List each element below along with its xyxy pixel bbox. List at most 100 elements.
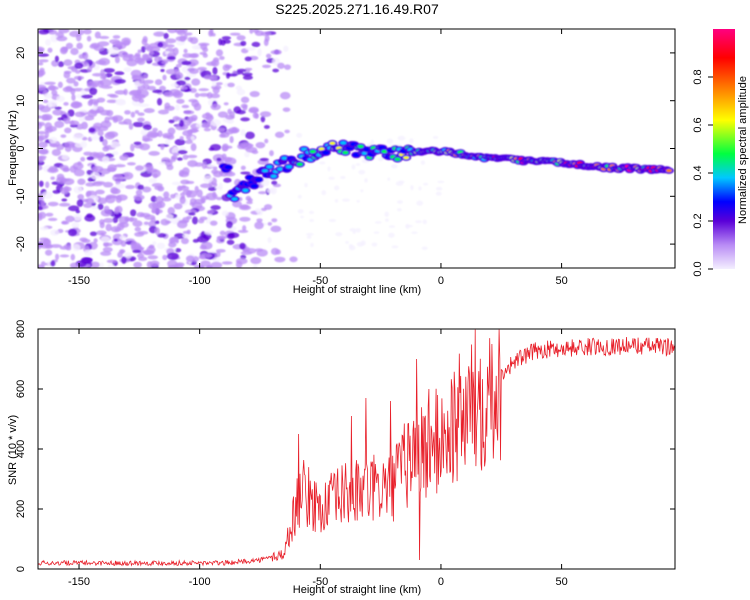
spectrogram-cell: [52, 189, 61, 194]
spectrogram-cell: [117, 222, 125, 231]
spectrogram-cell: [47, 29, 58, 35]
spectrogram-cell: [61, 154, 70, 161]
spectrogram-cell: [105, 196, 112, 200]
spectrogram-cell: [222, 156, 233, 162]
spectrogram-cell: [181, 104, 190, 109]
spectrogram-ridge-cell: [277, 167, 284, 171]
spectrogram-cell: [239, 216, 251, 222]
spectrogram-cell: [103, 218, 114, 223]
spectrogram-cell: [106, 109, 114, 117]
spectrogram-cell: [328, 176, 335, 180]
spectrogram-cell: [114, 78, 126, 84]
spectrogram-x-label: Height of straight line (km): [293, 284, 421, 296]
spectrogram-cell: [61, 220, 68, 225]
spectrogram-cell: [231, 129, 239, 134]
spectrogram-cell: [90, 261, 100, 268]
spectrogram-cell: [113, 238, 118, 242]
spectrogram-cell: [97, 41, 110, 47]
spectrogram-cell: [223, 177, 232, 183]
spectrogram-cell: [289, 256, 298, 263]
spectrogram-cell: [137, 112, 145, 117]
spectrogram-cell: [71, 94, 76, 101]
spectrogram-cell: [141, 38, 148, 46]
spectrogram-cell: [167, 259, 178, 268]
spectrogram-cell: [128, 123, 134, 130]
spectrogram-cell: [83, 29, 92, 35]
spectrogram-cell: [143, 74, 149, 79]
y-tick-label: 600: [15, 380, 27, 398]
spectrogram-cell: [40, 199, 45, 208]
spectrogram-ridge-cell: [322, 151, 329, 155]
spectrogram-cell: [99, 79, 112, 87]
spectrogram-cell: [74, 62, 84, 69]
spectrogram-cell: [251, 41, 261, 48]
colorbar-axis: 0.0 0.2 0.4 0.6 0.8: [692, 69, 713, 277]
spectrogram-cell: [257, 48, 262, 57]
spectrogram-cell: [309, 210, 315, 215]
spectrogram-cell: [183, 32, 193, 36]
spectrogram-cell: [102, 156, 110, 164]
spectrogram-cell: [388, 232, 395, 238]
spectrogram-cell: [60, 46, 69, 53]
spectrogram-cell: [142, 124, 152, 131]
spectrogram-cell: [165, 38, 177, 44]
spectrogram-cell: [164, 102, 171, 109]
spectrogram-cell: [172, 152, 180, 156]
spectrogram-cell: [207, 209, 215, 214]
spectrogram-cell: [38, 148, 49, 155]
spectrogram-ridge-cell: [665, 169, 672, 173]
spectrogram-cell: [183, 110, 195, 115]
spectrogram-cell: [114, 206, 120, 215]
spectrogram-cell: [62, 167, 69, 173]
spectrogram-cell: [50, 229, 60, 236]
spectrogram-cell: [100, 69, 105, 77]
spectrogram-cell: [255, 142, 266, 149]
spectrogram-cell: [56, 144, 65, 151]
spectrogram-cell: [89, 44, 99, 50]
spectrogram-cell: [267, 237, 272, 244]
spectrogram-ridge-cell: [246, 175, 253, 180]
spectrogram-ridge-cell: [251, 184, 258, 188]
spectrogram-cell: [70, 102, 83, 109]
spectrogram-cell: [259, 111, 272, 118]
spectrogram-cell: [161, 197, 172, 202]
spectrogram-cell: [142, 249, 155, 256]
colorbar-tick-label: 0.0: [692, 261, 704, 276]
spectrogram-cell: [142, 137, 153, 142]
y-tick-label: 800: [15, 320, 27, 338]
spectrogram-cell: [334, 199, 339, 203]
spectrogram-cell: [38, 211, 47, 219]
spectrogram-cell: [93, 238, 98, 243]
spectrogram-cell: [58, 29, 70, 34]
spectrogram-cell: [100, 85, 113, 89]
spectrogram-cell: [69, 262, 79, 268]
spectrogram-cell: [103, 242, 113, 247]
spectrogram-cell: [99, 232, 105, 236]
spectrogram-cell: [300, 215, 305, 219]
spectrogram-cell: [102, 247, 113, 253]
spectrogram-cell: [102, 138, 108, 147]
spectrogram-cell: [306, 235, 312, 239]
spectrogram-cell: [72, 244, 81, 252]
spectrogram-ridge-cell: [242, 188, 249, 192]
x-tick-label: 50: [555, 275, 567, 287]
spectrogram-cell: [245, 131, 255, 140]
spectrogram-cell: [159, 85, 166, 91]
spectrogram-cell: [52, 109, 64, 116]
spectrogram-cell: [272, 68, 280, 73]
spectrogram-cell: [67, 109, 75, 117]
spectrogram-cell: [229, 136, 234, 144]
spectrogram-cell: [98, 57, 110, 66]
spectrogram-cell: [248, 108, 259, 114]
spectrogram-cell: [74, 142, 84, 148]
spectrogram-cell: [435, 191, 442, 196]
spectrogram-cell: [182, 154, 189, 160]
x-tick-label: -150: [68, 576, 90, 588]
spectrogram-cell: [130, 209, 137, 217]
spectrogram-ridge-cell: [262, 169, 269, 173]
spectrogram-cell: [342, 198, 350, 202]
spectrogram-cell: [219, 133, 226, 138]
spectrogram-cell: [201, 123, 211, 129]
spectrogram-cell: [371, 242, 378, 247]
spectrogram-cell: [38, 53, 50, 57]
